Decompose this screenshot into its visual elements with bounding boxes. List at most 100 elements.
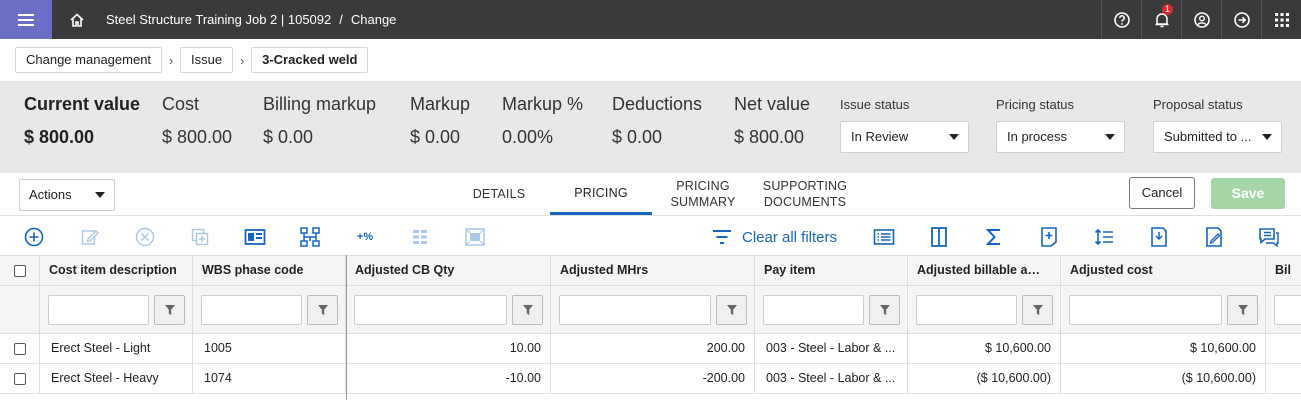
filter-button[interactable] xyxy=(1227,295,1258,325)
cost-item-cell[interactable]: Erect Steel - Heavy xyxy=(40,364,193,393)
column-header[interactable]: Pay item xyxy=(755,256,908,285)
metric-label: Cost xyxy=(162,94,200,114)
metric-value: 0.00% xyxy=(502,127,554,147)
filter-input[interactable] xyxy=(201,295,302,325)
table-row[interactable]: Erect Steel - Heavy 1074 -10.00 -200.00 … xyxy=(0,364,1301,394)
filter-input[interactable] xyxy=(916,295,1017,325)
filter-input[interactable] xyxy=(1069,295,1222,325)
clear-all-filters-button[interactable]: Clear all filters xyxy=(712,224,837,250)
add-percent-button[interactable]: +% xyxy=(352,224,378,250)
totals-button[interactable] xyxy=(981,224,1007,250)
adjusted-cost-cell[interactable]: $ 10,600.00 xyxy=(1061,334,1266,363)
columns-button[interactable] xyxy=(926,224,952,250)
notifications-button[interactable]: 1 xyxy=(1141,0,1181,39)
column-header[interactable]: Adjusted cost xyxy=(1061,256,1266,285)
adjusted-billable-cell[interactable]: ($ 10,600.00) xyxy=(908,364,1061,393)
funnel-icon xyxy=(522,305,533,315)
adjusted-cb-qty-cell[interactable]: -10.00 xyxy=(346,364,551,393)
filter-button[interactable] xyxy=(716,295,747,325)
wbs-phase-cell[interactable]: 1074 xyxy=(193,364,346,393)
document-edit-button[interactable] xyxy=(1201,224,1227,250)
adjusted-cb-qty-cell[interactable]: 10.00 xyxy=(346,334,551,363)
document-arrow-icon xyxy=(1151,227,1167,247)
filter-input[interactable] xyxy=(763,295,864,325)
breadcrumb-issue[interactable]: Issue xyxy=(180,47,234,73)
id-card-icon xyxy=(244,229,266,245)
filter-input[interactable] xyxy=(48,295,149,325)
column-header[interactable]: Bil xyxy=(1275,263,1291,277)
filter-input[interactable] xyxy=(559,295,711,325)
proposal-status-value: Submitted to ... xyxy=(1164,129,1252,144)
frozen-column-divider[interactable] xyxy=(346,255,347,400)
breadcrumb: Change management › Issue › 3-Cracked we… xyxy=(15,47,369,73)
adjusted-cost-cell[interactable]: ($ 10,600.00) xyxy=(1061,364,1266,393)
filter-button[interactable] xyxy=(154,295,185,325)
filter-input[interactable] xyxy=(354,295,507,325)
pay-item-cell[interactable]: 003 - Steel - Labor & ... xyxy=(755,334,908,363)
edit-button[interactable] xyxy=(77,224,103,250)
adjusted-mhrs-cell[interactable]: 200.00 xyxy=(551,334,755,363)
add-row-button[interactable] xyxy=(21,224,47,250)
filter-button[interactable] xyxy=(869,295,900,325)
metric-label: Net value xyxy=(734,94,811,114)
issue-status-select[interactable]: In Review xyxy=(840,121,969,153)
cost-item-cell[interactable]: Erect Steel - Light xyxy=(40,334,193,363)
delete-button[interactable] xyxy=(132,224,158,250)
filter-button[interactable] xyxy=(307,295,338,325)
column-header[interactable]: Adjusted CB Qty xyxy=(346,256,551,285)
menu-icon xyxy=(18,13,34,26)
fit-screen-button[interactable] xyxy=(462,224,488,250)
metric-value: $ 800.00 xyxy=(734,127,805,147)
filter-cell xyxy=(1061,286,1266,333)
row-height-button[interactable] xyxy=(1091,224,1117,250)
add-note-button[interactable] xyxy=(1036,224,1062,250)
copy-add-icon xyxy=(191,228,209,246)
list-box-icon xyxy=(873,229,895,245)
copy-button[interactable] xyxy=(187,224,213,250)
caret-down-icon xyxy=(949,134,959,140)
save-button[interactable]: Save xyxy=(1211,178,1285,209)
column-header[interactable]: Cost item description xyxy=(40,256,193,285)
pricing-status-select[interactable]: In process xyxy=(996,121,1125,153)
home-button[interactable] xyxy=(62,0,92,39)
tab-pricing[interactable]: PRICING xyxy=(550,173,652,215)
grid-view-button[interactable] xyxy=(407,224,433,250)
breadcrumb-change-management[interactable]: Change management xyxy=(15,47,163,73)
sign-out-button[interactable] xyxy=(1221,0,1261,39)
card-view-button[interactable] xyxy=(242,224,268,250)
tab-details[interactable]: DETAILS xyxy=(458,173,540,215)
comments-button[interactable] xyxy=(1256,224,1282,250)
hamburger-menu-button[interactable] xyxy=(0,0,52,39)
row-checkbox[interactable] xyxy=(14,373,26,385)
adjusted-mhrs-cell[interactable]: -200.00 xyxy=(551,364,755,393)
column-header[interactable]: WBS phase code xyxy=(193,256,346,285)
metric-value: $ 0.00 xyxy=(410,127,461,147)
filter-button[interactable] xyxy=(512,295,543,325)
filter-input[interactable] xyxy=(1274,295,1301,325)
hierarchy-button[interactable] xyxy=(297,224,323,250)
proposal-status-select[interactable]: Submitted to ... xyxy=(1153,121,1282,153)
list-view-button[interactable] xyxy=(871,224,897,250)
row-checkbox[interactable] xyxy=(14,343,26,355)
select-all-checkbox[interactable] xyxy=(14,265,26,277)
tab-supporting-documents[interactable]: SUPPORTING DOCUMENTS xyxy=(758,173,852,215)
adjusted-billable-cell[interactable]: $ 10,600.00 xyxy=(908,334,1061,363)
filter-button[interactable] xyxy=(1022,295,1053,325)
apps-button[interactable] xyxy=(1261,0,1301,39)
help-button[interactable] xyxy=(1101,0,1141,39)
account-button[interactable] xyxy=(1181,0,1221,39)
filter-spacer-cell xyxy=(0,286,40,333)
edit-icon xyxy=(81,230,99,245)
metric-value: $ 0.00 xyxy=(263,127,314,147)
column-header[interactable]: Adjusted MHrs xyxy=(551,256,755,285)
pay-item-cell[interactable]: 003 - Steel - Labor & ... xyxy=(755,364,908,393)
wbs-phase-cell[interactable]: 1005 xyxy=(193,334,346,363)
document-import-button[interactable] xyxy=(1146,224,1172,250)
column-header[interactable]: Adjusted billable amou... xyxy=(908,256,1061,285)
caret-down-icon xyxy=(1105,134,1115,140)
metric-value: $ 0.00 xyxy=(612,127,663,147)
actions-dropdown[interactable]: Actions xyxy=(19,179,115,211)
table-row[interactable]: Erect Steel - Light 1005 10.00 200.00 00… xyxy=(0,334,1301,364)
tab-pricing-summary[interactable]: PRICING SUMMARY xyxy=(660,173,746,215)
cancel-button[interactable]: Cancel xyxy=(1129,177,1195,209)
